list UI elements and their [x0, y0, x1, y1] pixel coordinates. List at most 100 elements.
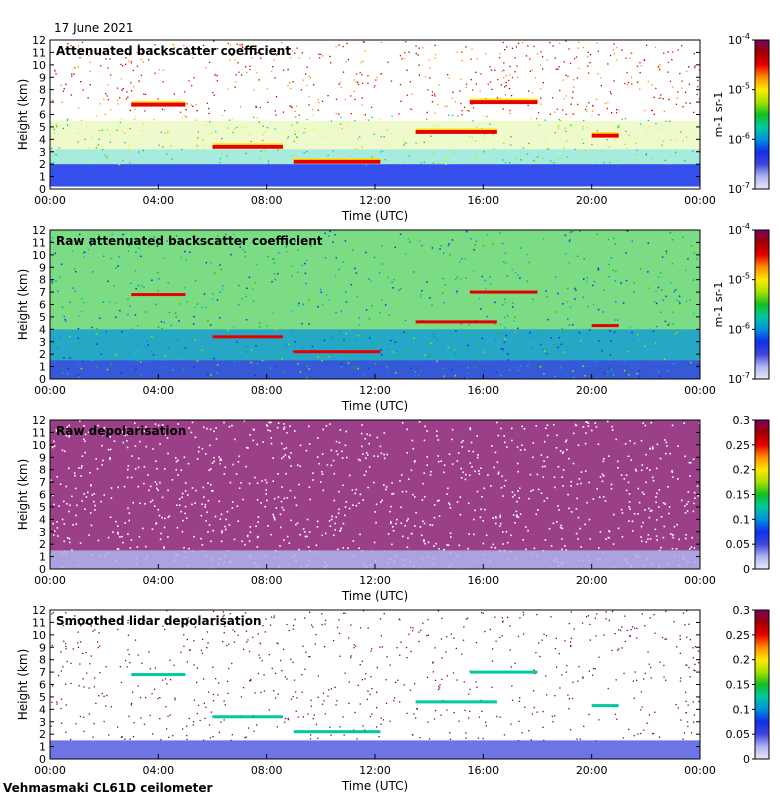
noise-pixel [80, 467, 83, 469]
noise-pixel [551, 715, 553, 718]
noise-pixel [121, 736, 123, 738]
noise-pixel [124, 63, 127, 65]
noise-pixel [370, 650, 372, 652]
noise-pixel [223, 719, 225, 721]
noise-pixel [371, 116, 373, 118]
noise-pixel [692, 701, 694, 703]
noise-pixel [378, 271, 381, 274]
noise-pixel [310, 699, 312, 701]
noise-pixel [137, 654, 139, 656]
noise-pixel [617, 527, 620, 530]
noise-pixel [616, 46, 618, 49]
noise-pixel [503, 298, 506, 300]
noise-pixel [186, 300, 188, 303]
noise-pixel [53, 503, 55, 506]
noise-pixel [693, 547, 696, 549]
noise-pixel [513, 256, 516, 259]
noise-pixel [561, 527, 564, 530]
noise-pixel [254, 285, 256, 287]
y-axis-label: Height (km) [16, 269, 30, 340]
noise-pixel [267, 321, 269, 324]
noise-pixel [212, 624, 214, 626]
noise-pixel [526, 337, 528, 340]
noise-pixel [172, 358, 175, 360]
noise-pixel [688, 66, 690, 68]
noise-pixel [529, 337, 532, 339]
y-tick-label: 9 [39, 71, 46, 84]
noise-pixel [408, 633, 410, 635]
noise-pixel [485, 721, 487, 723]
noise-pixel [545, 635, 548, 637]
noise-pixel [427, 355, 430, 358]
noise-pixel [512, 320, 515, 322]
noise-pixel [205, 67, 207, 69]
noise-pixel [274, 518, 276, 521]
noise-pixel [264, 131, 266, 133]
noise-pixel [637, 487, 640, 490]
noise-pixel [117, 99, 119, 101]
noise-pixel [321, 100, 324, 102]
noise-pixel [468, 372, 470, 374]
noise-pixel [164, 517, 166, 520]
noise-pixel [139, 696, 142, 699]
noise-pixel [671, 307, 673, 309]
noise-pixel [211, 462, 214, 464]
noise-pixel [517, 490, 519, 492]
noise-pixel [338, 508, 340, 511]
noise-pixel [365, 251, 367, 254]
noise-pixel [342, 236, 345, 238]
noise-pixel [77, 327, 80, 330]
noise-pixel [465, 86, 467, 88]
noise-pixel [657, 66, 660, 68]
noise-pixel [507, 359, 510, 361]
noise-pixel [596, 377, 599, 379]
noise-pixel [470, 79, 472, 81]
noise-pixel [145, 697, 147, 699]
noise-pixel [309, 238, 312, 241]
noise-pixel [479, 266, 482, 269]
noise-pixel [55, 280, 57, 282]
noise-pixel [412, 447, 415, 450]
noise-pixel [656, 325, 658, 328]
noise-pixel [475, 83, 477, 85]
noise-pixel [504, 49, 506, 51]
noise-pixel [588, 518, 591, 521]
noise-pixel [449, 532, 452, 534]
noise-pixel [589, 152, 591, 154]
noise-pixel [190, 52, 192, 55]
noise-pixel [445, 651, 447, 653]
noise-pixel [543, 500, 546, 502]
noise-pixel [83, 716, 85, 718]
noise-pixel [264, 505, 266, 508]
noise-pixel [341, 450, 343, 453]
noise-pixel [310, 734, 312, 736]
noise-pixel [685, 712, 687, 714]
noise-pixel [126, 666, 128, 668]
noise-pixel [164, 433, 166, 436]
noise-pixel [460, 102, 462, 105]
noise-pixel [355, 645, 357, 647]
noise-pixel [610, 487, 613, 490]
noise-pixel [186, 46, 188, 49]
noise-pixel [73, 472, 76, 474]
noise-pixel [399, 233, 402, 235]
noise-pixel [333, 499, 336, 502]
noise-pixel [637, 513, 639, 515]
noise-pixel [518, 497, 521, 499]
noise-pixel [56, 346, 59, 349]
noise-pixel [449, 732, 451, 734]
noise-pixel [216, 74, 218, 77]
noise-pixel [222, 616, 224, 618]
noise-pixel [609, 354, 612, 356]
noise-pixel [364, 114, 366, 116]
noise-pixel [352, 540, 355, 542]
noise-pixel [321, 304, 324, 306]
noise-pixel [322, 428, 324, 431]
noise-pixel [557, 127, 559, 129]
noise-pixel [273, 690, 275, 692]
noise-pixel [438, 84, 440, 86]
noise-pixel [511, 302, 514, 304]
noise-pixel [613, 80, 615, 82]
noise-pixel [665, 295, 667, 298]
noise-pixel [181, 496, 183, 499]
